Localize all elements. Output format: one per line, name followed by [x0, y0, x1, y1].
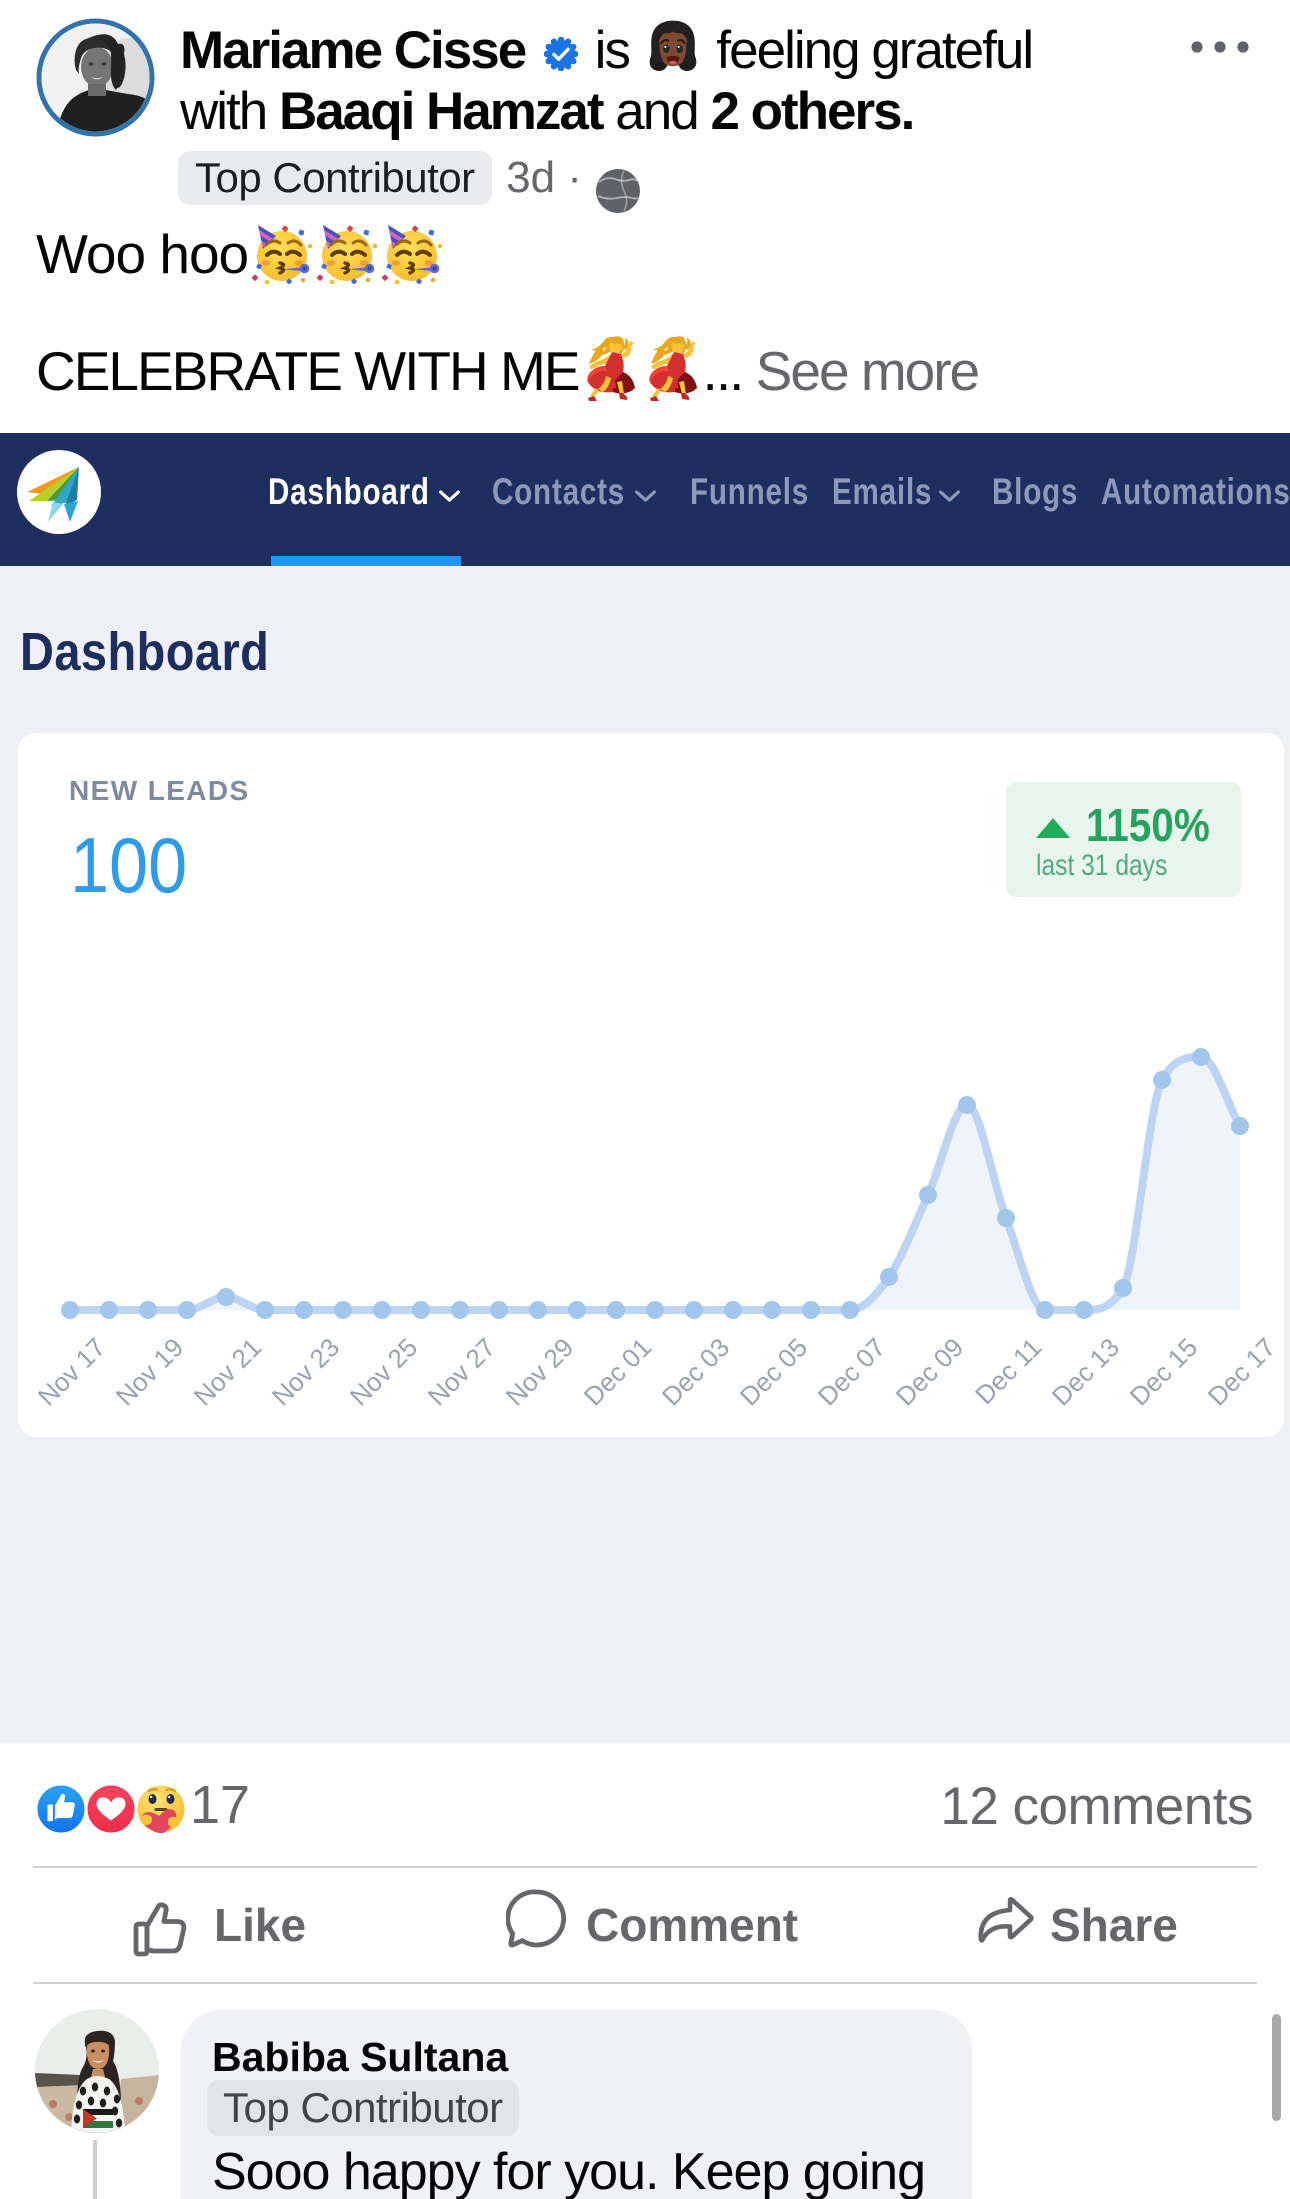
svg-text:Nov 25: Nov 25 [344, 1332, 423, 1411]
svg-text:Dec 07: Dec 07 [812, 1332, 891, 1411]
svg-text:Nov 19: Nov 19 [110, 1332, 189, 1411]
svg-text:Dec 15: Dec 15 [1124, 1332, 1203, 1411]
svg-text:Nov 17: Nov 17 [32, 1332, 111, 1411]
svg-text:Nov 21: Nov 21 [188, 1332, 267, 1411]
svg-text:Dec 01: Dec 01 [578, 1332, 657, 1411]
svg-text:Nov 23: Nov 23 [266, 1332, 345, 1411]
svg-text:Dec 09: Dec 09 [890, 1332, 969, 1411]
svg-text:Nov 27: Nov 27 [422, 1332, 501, 1411]
svg-text:Dec 05: Dec 05 [734, 1332, 813, 1411]
svg-text:Nov 29: Nov 29 [500, 1332, 579, 1411]
svg-text:Dec 11: Dec 11 [969, 1332, 1047, 1410]
svg-text:Dec 17: Dec 17 [1202, 1332, 1281, 1411]
svg-text:Dec 13: Dec 13 [1046, 1332, 1125, 1411]
svg-text:Dec 03: Dec 03 [656, 1332, 735, 1411]
